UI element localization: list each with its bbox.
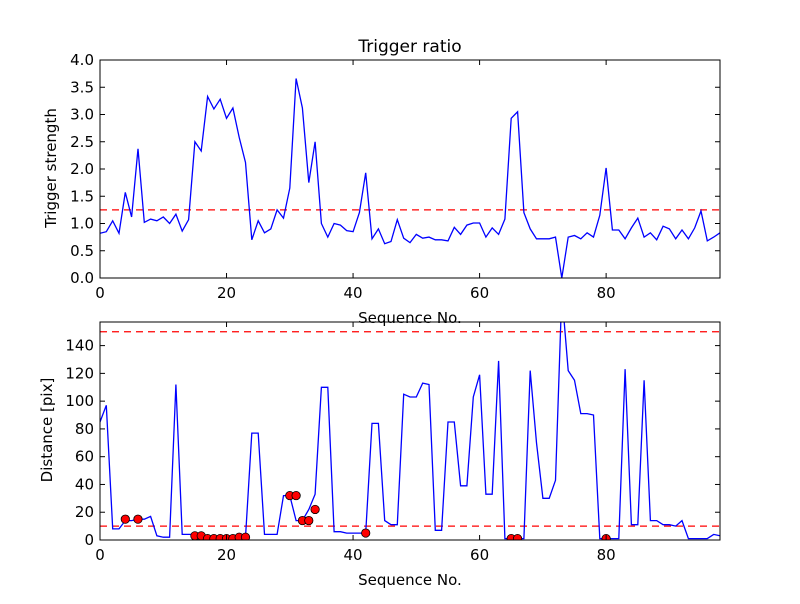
y-tick-label: 0.5	[70, 242, 94, 260]
plot-area	[100, 78, 720, 278]
y-tick-label: 40	[75, 475, 94, 493]
y-tick-label: 3.0	[70, 106, 94, 124]
x-tick-label: 20	[217, 284, 236, 302]
x-tick-label: 80	[597, 284, 616, 302]
x-tick-label: 60	[470, 546, 489, 564]
y-tick-label: 0.0	[70, 269, 94, 287]
y-axis-label: Distance [pix]	[38, 378, 56, 483]
x-tick-label: 80	[597, 546, 616, 564]
x-tick-label: 0	[95, 546, 105, 564]
x-axis-label: Sequence No.	[358, 571, 462, 589]
x-tick-label: 60	[470, 284, 489, 302]
y-tick-label: 20	[75, 503, 94, 521]
series-line	[100, 78, 720, 278]
x-tick-label: 0	[95, 284, 105, 302]
data-marker	[291, 490, 301, 501]
y-tick-label: 1.5	[70, 187, 94, 205]
y-tick-label: 100	[65, 392, 94, 410]
y-tick-label: 2.5	[70, 133, 94, 151]
distance-panel: Sequence No. Distance [pix] 0 20 40 60 80 0 20…	[38, 321, 721, 589]
y-tick-label: 1.0	[70, 215, 94, 233]
plot-area	[100, 322, 720, 540]
data-marker	[512, 534, 523, 540]
y-tick-label: 140	[65, 337, 94, 355]
y-tick-label: 3.5	[70, 78, 94, 96]
data-marker	[240, 532, 251, 540]
x-tick-label: 40	[344, 546, 363, 564]
y-tick-label: 60	[75, 448, 94, 466]
x-tick-label: 40	[344, 284, 363, 302]
y-tick-label: 0	[84, 531, 94, 549]
y-axis-label: Trigger strength	[42, 108, 60, 229]
data-marker	[133, 514, 143, 524]
data-marker	[120, 514, 130, 524]
trigger-ratio-panel: Trigger ratio Sequence No. Trigger stren…	[42, 37, 721, 327]
data-marker	[304, 515, 314, 526]
data-marker	[310, 504, 320, 515]
x-axis-label: Sequence No.	[358, 309, 462, 327]
chart-title: Trigger ratio	[357, 37, 461, 57]
axes-frame	[99, 321, 721, 541]
y-tick-label: 120	[65, 364, 94, 382]
data-marker	[361, 528, 371, 538]
y-tick-label: 80	[75, 420, 94, 438]
y-tick-label: 4.0	[70, 51, 94, 69]
x-tick-label: 20	[217, 546, 236, 564]
y-tick-label: 2.0	[70, 160, 94, 178]
